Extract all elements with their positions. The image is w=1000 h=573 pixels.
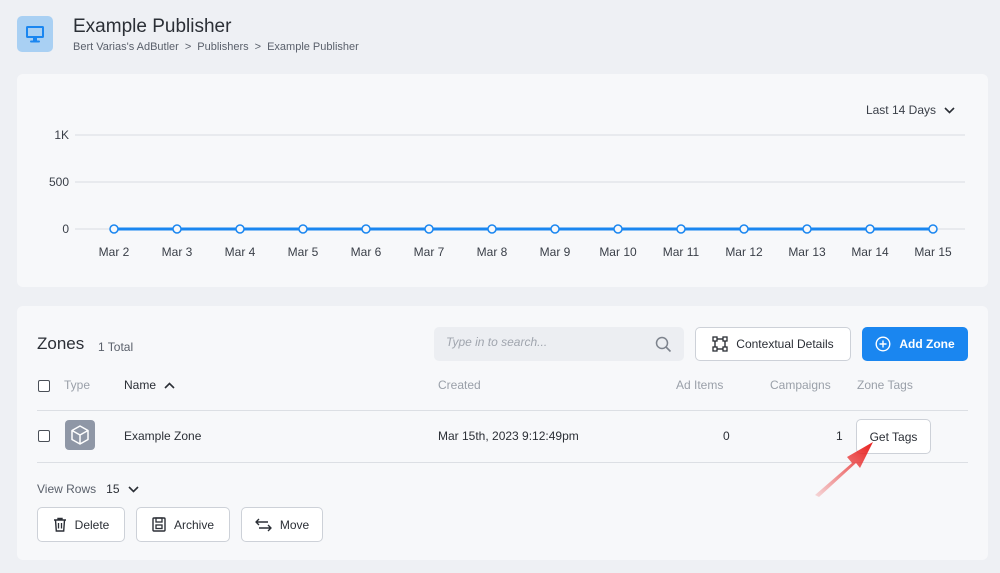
- data-point[interactable]: [361, 224, 371, 234]
- trash-icon: [53, 517, 66, 532]
- zones-total-count: 1 Total: [98, 340, 134, 354]
- x-tick-label: Mar 8: [477, 245, 508, 259]
- move-button[interactable]: Move: [241, 507, 323, 542]
- contextual-details-button[interactable]: Contextual Details: [695, 327, 851, 361]
- data-point[interactable]: [424, 224, 434, 234]
- contextual-details-label: Contextual Details: [736, 337, 834, 351]
- breadcrumb-item-account[interactable]: Bert Varias's AdButler: [73, 41, 179, 53]
- chevron-down-icon: [127, 485, 139, 493]
- data-point[interactable]: [172, 224, 182, 234]
- monitor-icon: [17, 16, 53, 52]
- cube-icon: [65, 420, 95, 450]
- x-tick-label: Mar 4: [225, 245, 256, 259]
- archive-icon: [152, 517, 166, 532]
- breadcrumb-item-publishers[interactable]: Publishers: [197, 41, 249, 53]
- column-header-created[interactable]: Created: [438, 378, 481, 392]
- add-zone-label: Add Zone: [899, 337, 955, 351]
- x-tick-label: Mar 12: [725, 245, 763, 259]
- data-point[interactable]: [676, 224, 686, 234]
- stats-chart-card: Last 14 Days 0 500 1K Mar 2 Mar 3 Mar 4 Mar 5 M…: [17, 74, 988, 287]
- y-tick-label: 1K: [54, 128, 69, 142]
- breadcrumb: Bert Varias's AdButler > Publishers > Ex…: [73, 41, 359, 53]
- zone-search-box: [434, 327, 684, 361]
- page-header: Example Publisher Bert Varias's AdButler…: [0, 0, 1000, 62]
- x-tick-label: Mar 6: [351, 245, 382, 259]
- x-tick-label: Mar 9: [540, 245, 571, 259]
- view-rows-control: View Rows 15: [37, 482, 139, 496]
- y-tick-label: 0: [62, 222, 69, 236]
- swap-arrows-icon: [255, 518, 272, 531]
- y-tick-label: 500: [49, 175, 69, 189]
- select-all-checkbox[interactable]: [38, 380, 50, 392]
- search-icon[interactable]: [655, 336, 672, 353]
- x-tick-label: Mar 11: [663, 245, 700, 259]
- data-point[interactable]: [928, 224, 938, 234]
- breadcrumb-separator: >: [184, 41, 192, 53]
- delete-label: Delete: [74, 517, 110, 532]
- get-tags-button[interactable]: Get Tags: [856, 419, 931, 454]
- divider: [37, 410, 968, 411]
- view-rows-label: View Rows: [37, 482, 97, 496]
- data-point[interactable]: [298, 224, 308, 234]
- zones-title: Zones: [37, 334, 85, 353]
- x-tick-label: Mar 14: [851, 245, 889, 259]
- x-tick-label: Mar 5: [288, 245, 319, 259]
- data-point[interactable]: [739, 224, 749, 234]
- delete-button[interactable]: Delete: [37, 507, 125, 542]
- breadcrumb-item-current: Example Publisher: [267, 41, 359, 53]
- column-header-ad-items[interactable]: Ad Items: [676, 378, 724, 392]
- archive-label: Archive: [173, 517, 214, 532]
- add-zone-button[interactable]: Add Zone: [862, 327, 968, 361]
- data-point[interactable]: [865, 224, 875, 234]
- x-tick-label: Mar 7: [414, 245, 445, 259]
- date-range-select[interactable]: Last 14 Days: [866, 103, 955, 117]
- frame-icon: [712, 336, 728, 352]
- data-point[interactable]: [802, 224, 812, 234]
- archive-button[interactable]: Archive: [136, 507, 230, 542]
- column-header-zone-tags: Zone Tags: [857, 378, 913, 392]
- zones-card: Zones 1 Total Contextual Details Add Zon…: [17, 306, 988, 560]
- zone-name-link[interactable]: Example Zone: [124, 429, 202, 443]
- line-chart: 0 500 1K Mar 2 Mar 3 Mar 4 Mar 5 Mar 6 Mar 7 Mar …: [49, 128, 965, 259]
- data-point[interactable]: [235, 224, 245, 234]
- zone-campaigns-count: 1: [836, 429, 843, 443]
- data-point[interactable]: [550, 224, 560, 234]
- zone-search-input[interactable]: [446, 335, 646, 349]
- zone-ad-items-count: 0: [723, 429, 730, 443]
- view-rows-value: 15: [106, 482, 120, 496]
- column-header-campaigns[interactable]: Campaigns: [770, 378, 831, 392]
- x-tick-label: Mar 2: [99, 245, 130, 259]
- x-tick-label: Mar 15: [914, 245, 952, 259]
- plus-circle-icon: [875, 336, 891, 352]
- chevron-down-icon: [944, 106, 955, 114]
- x-tick-label: Mar 10: [599, 245, 637, 259]
- divider: [37, 462, 968, 463]
- x-tick-label: Mar 3: [162, 245, 193, 259]
- column-header-name-label: Name: [124, 378, 157, 392]
- data-point[interactable]: [487, 224, 497, 234]
- column-header-type[interactable]: Type: [64, 378, 91, 392]
- column-header-name[interactable]: Name: [124, 378, 175, 392]
- view-rows-select[interactable]: 15: [106, 482, 139, 496]
- date-range-label: Last 14 Days: [865, 103, 936, 117]
- zone-created-date: Mar 15th, 2023 9:12:49pm: [438, 429, 579, 443]
- sort-ascending-icon: [164, 381, 175, 389]
- data-point[interactable]: [613, 224, 623, 234]
- row-checkbox[interactable]: [38, 430, 50, 442]
- x-tick-label: Mar 13: [788, 245, 826, 259]
- move-label: Move: [279, 517, 310, 532]
- page-title: Example Publisher: [73, 16, 232, 37]
- breadcrumb-separator: >: [254, 41, 262, 53]
- data-point[interactable]: [109, 224, 119, 234]
